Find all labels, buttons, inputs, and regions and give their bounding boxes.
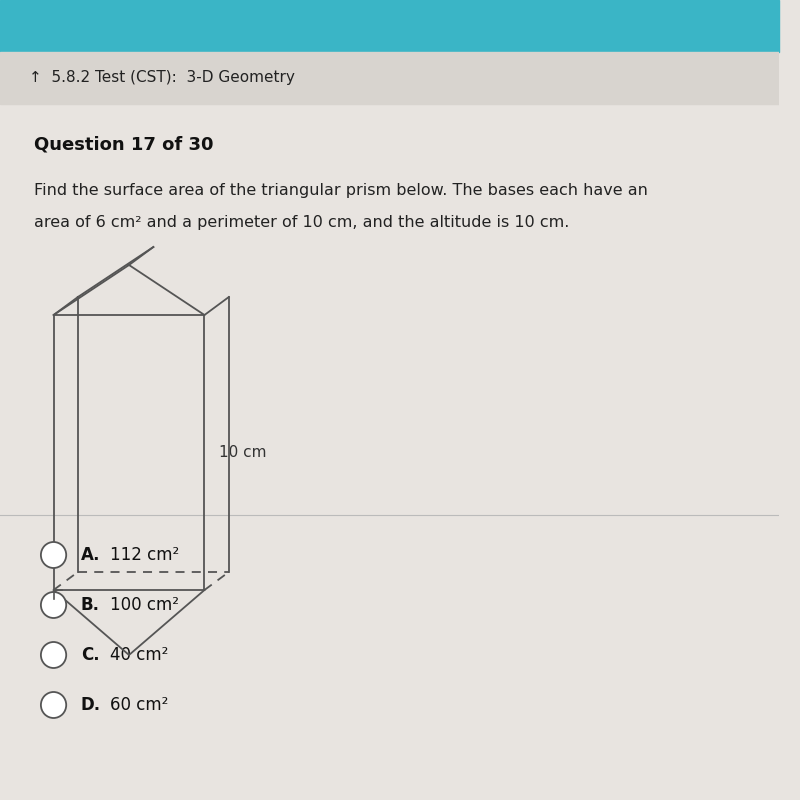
Text: Find the surface area of the triangular prism below. The bases each have an: Find the surface area of the triangular …: [34, 182, 648, 198]
Text: 112 cm²: 112 cm²: [110, 546, 179, 564]
Text: ↑  5.8.2 Test (CST):  3-D Geometry: ↑ 5.8.2 Test (CST): 3-D Geometry: [30, 70, 295, 86]
Text: 100 cm²: 100 cm²: [110, 596, 179, 614]
Circle shape: [41, 692, 66, 718]
Text: Question 17 of 30: Question 17 of 30: [34, 136, 214, 154]
Text: area of 6 cm² and a perimeter of 10 cm, and the altitude is 10 cm.: area of 6 cm² and a perimeter of 10 cm, …: [34, 214, 570, 230]
Bar: [0, 0, 779, 52]
Text: 10 cm: 10 cm: [219, 445, 266, 460]
Text: C.: C.: [81, 646, 99, 664]
Circle shape: [41, 642, 66, 668]
Text: 40 cm²: 40 cm²: [110, 646, 169, 664]
Bar: [0, 52, 779, 104]
Text: 60 cm²: 60 cm²: [110, 696, 169, 714]
Text: D.: D.: [81, 696, 101, 714]
Circle shape: [41, 592, 66, 618]
Circle shape: [41, 542, 66, 568]
Text: B.: B.: [81, 596, 100, 614]
Text: A.: A.: [81, 546, 100, 564]
